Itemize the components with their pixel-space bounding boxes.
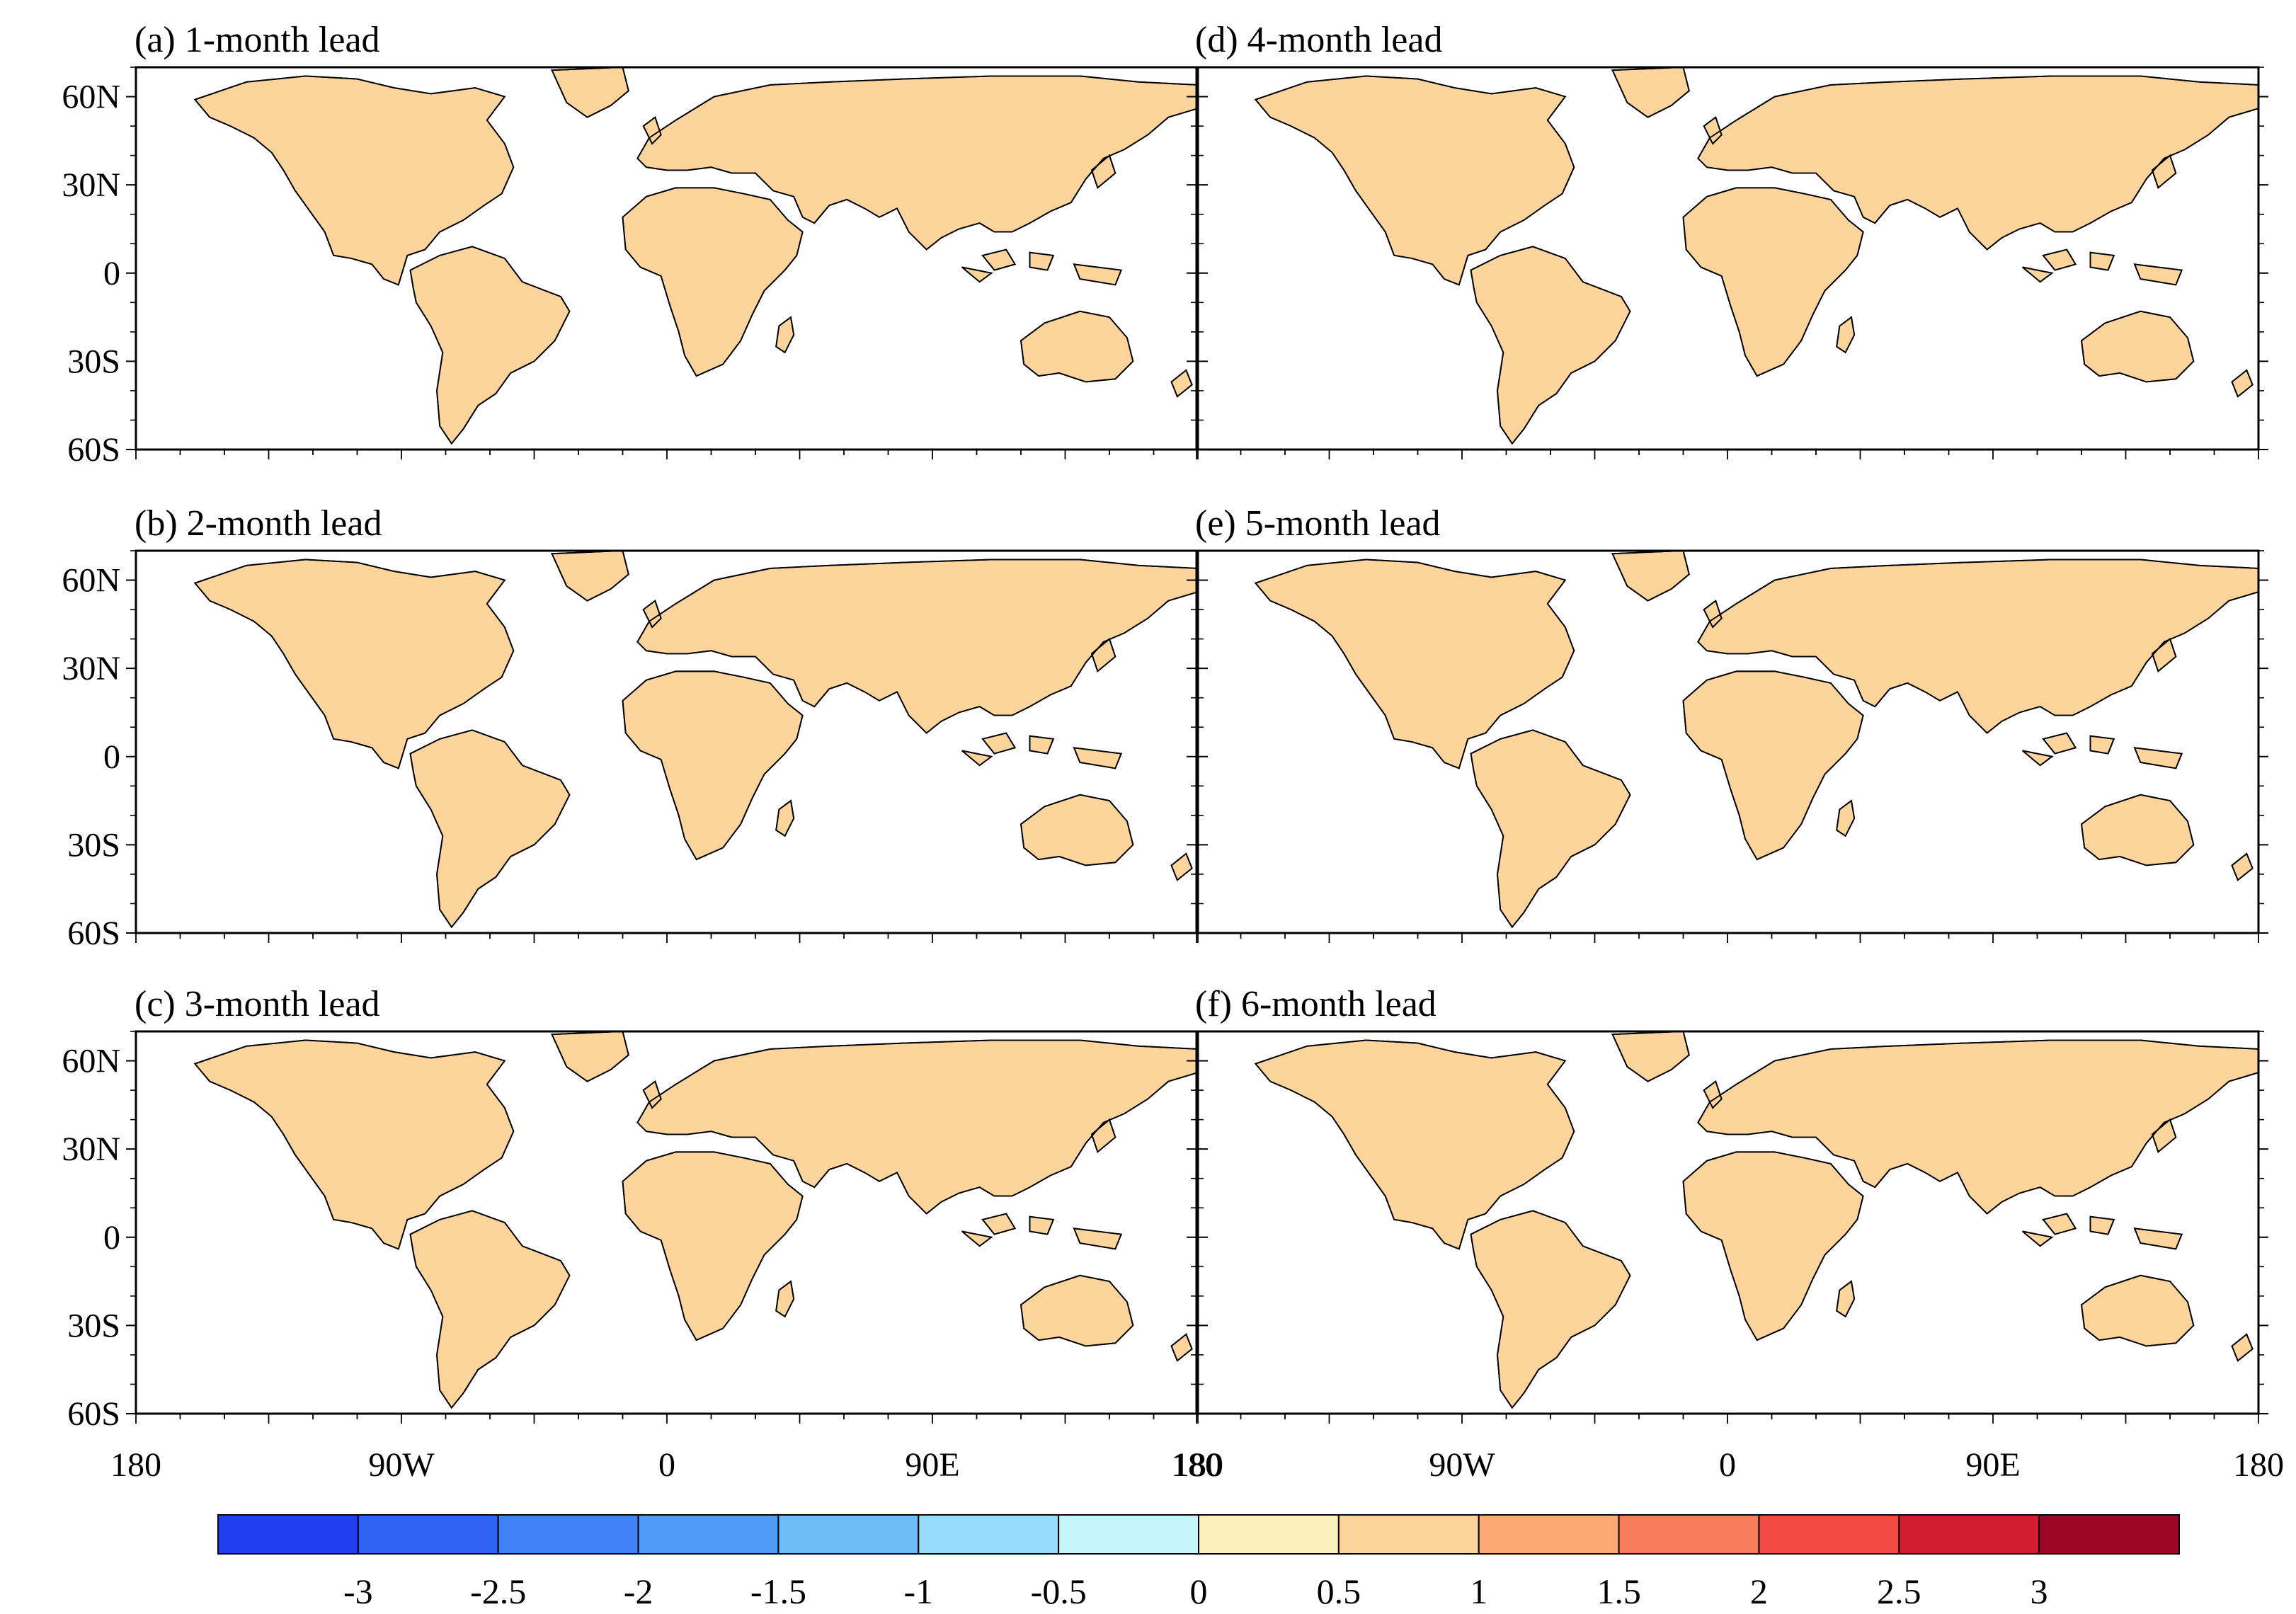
lon-tick-label: 180: [2233, 1446, 2284, 1484]
lat-tick-label: 0: [103, 738, 120, 776]
lat-tick-label: 30N: [62, 650, 120, 687]
map-panel: 60N 30N 0 30S 60S (b) 2-month lead: [62, 503, 1208, 952]
colorbar-label: 3: [2031, 1572, 2048, 1611]
land-mass: [1255, 67, 2258, 445]
lat-tick-label: 0: [103, 255, 120, 292]
lon-tick-label: 180: [110, 1446, 161, 1484]
lat-tick-label: 60S: [67, 1395, 120, 1433]
panel-title: (d) 4-month lead: [1195, 20, 1442, 60]
lon-tick-label: 90E: [905, 1446, 959, 1484]
colorbar-label: -1.5: [750, 1572, 806, 1611]
map-panel: 60N 30N 0 30S 60S 180 90W 0 90E 180 (c) 3-month le…: [62, 984, 1223, 1484]
land-mass: [1255, 551, 2258, 928]
colorbar-swatch: [1898, 1514, 2040, 1555]
lat-tick-label: 60N: [62, 1043, 120, 1080]
colorbar-label: -2: [624, 1572, 653, 1611]
colorbar-label: 1: [1470, 1572, 1487, 1611]
lat-tick-label: 30N: [62, 1131, 120, 1168]
panel-title: (e) 5-month lead: [1195, 503, 1441, 544]
colorbar: -3 -2.5 -2 -1.5 -1 -0.5 0 0.5 1 1.5 2 2.5 3: [217, 1514, 2180, 1611]
panel-title: (c) 3-month lead: [135, 984, 380, 1024]
colorbar-swatch: [1478, 1514, 1620, 1555]
colorbar-label: -3: [343, 1572, 373, 1611]
colorbar-label: 2: [1750, 1572, 1768, 1611]
colorbar-label: 1.5: [1597, 1572, 1641, 1611]
colorbar-label: 0: [1190, 1572, 1208, 1611]
colorbar-swatch: [1758, 1514, 1900, 1555]
lat-tick-label: 60S: [67, 915, 120, 952]
lon-tick-label: 90E: [1965, 1446, 2020, 1484]
panel-title: (a) 1-month lead: [135, 20, 380, 60]
colorbar-label: 2.5: [1877, 1572, 1921, 1611]
map-panel: (e) 5-month lead: [1187, 503, 2268, 943]
lon-tick-label: 0: [1719, 1446, 1736, 1484]
colorbar-swatch: [2038, 1514, 2180, 1555]
colorbar-swatch: [1337, 1514, 1480, 1555]
land-mass: [1255, 1031, 2258, 1409]
lon-tick-label: 0: [658, 1446, 675, 1484]
colorbar-swatch: [637, 1514, 779, 1555]
lat-tick-label: 30N: [62, 166, 120, 204]
colorbar-swatch: [357, 1514, 499, 1555]
map-panel: 180 90W 0 90E 180 (f) 6-month lead: [1171, 984, 2284, 1484]
lon-tick-label: 90W: [1429, 1446, 1495, 1484]
lat-tick-label: 0: [103, 1219, 120, 1257]
lon-tick-label: 180: [1171, 1446, 1222, 1484]
lat-tick-label: 60S: [67, 431, 120, 469]
map-panel: 60N 30N 0 30S 60S (a) 1-month lead: [62, 20, 1208, 469]
panel-title: (f) 6-month lead: [1195, 984, 1437, 1024]
colorbar-swatch: [1618, 1514, 1760, 1555]
colorbar-label: -0.5: [1031, 1572, 1087, 1611]
lon-tick-label: 180: [1172, 1446, 1223, 1484]
colorbar-swatch: [1058, 1514, 1199, 1555]
colorbar-swatch: [1198, 1514, 1340, 1555]
panel-title: (b) 2-month lead: [135, 503, 382, 544]
colorbar-swatch: [217, 1514, 359, 1555]
colorbar-swatch: [918, 1514, 1060, 1555]
lat-tick-label: 60N: [62, 562, 120, 600]
colorbar-swatch: [777, 1514, 920, 1555]
colorbar-label: 0.5: [1317, 1572, 1361, 1611]
colorbar-swatch: [497, 1514, 639, 1555]
land-mass: [194, 67, 1198, 445]
land-mass: [194, 1031, 1198, 1409]
lat-tick-label: 30S: [67, 343, 120, 380]
colorbar-label: -2.5: [470, 1572, 526, 1611]
colorbar-label: -1: [903, 1572, 933, 1611]
land-mass: [194, 551, 1198, 928]
lon-tick-label: 90W: [368, 1446, 435, 1484]
lat-tick-label: 60N: [62, 79, 120, 116]
map-panel: (d) 4-month lead: [1187, 20, 2268, 459]
lat-tick-label: 30S: [67, 826, 120, 864]
lat-tick-label: 30S: [67, 1307, 120, 1344]
